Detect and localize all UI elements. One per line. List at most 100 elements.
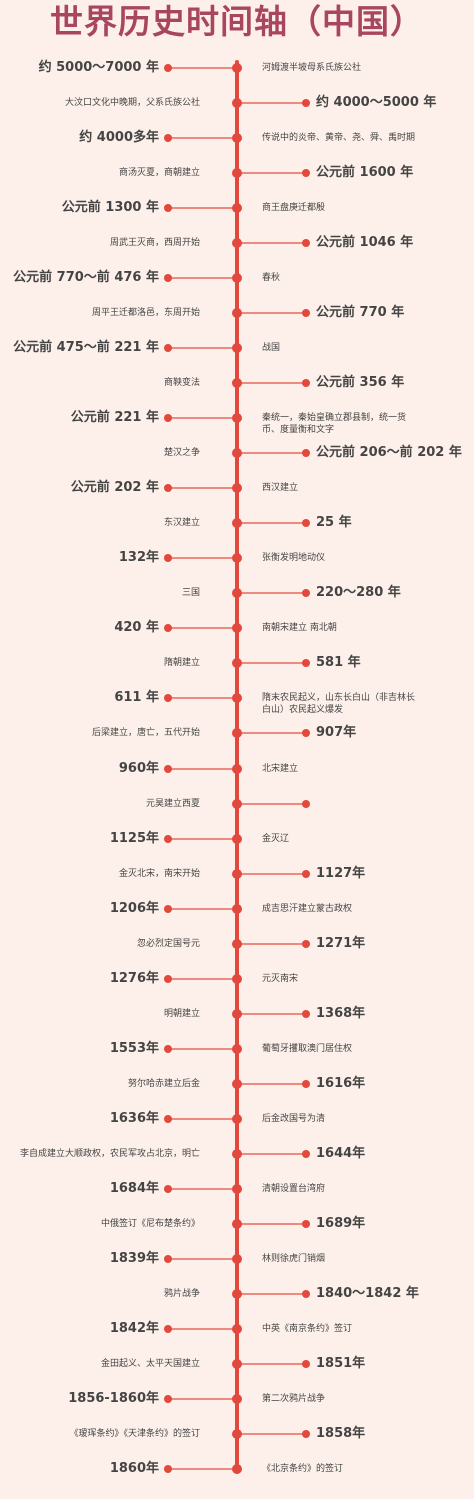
connector-line [168, 1258, 235, 1260]
entry-event: 成吉思汗建立蒙古政权 [262, 904, 353, 914]
date-marker-dot [164, 624, 172, 632]
entry-event: 忽必烈定国号元 [136, 939, 200, 949]
entry-date: 1860年 [109, 1461, 159, 1476]
entry-event: 中英《南京条约》签订 [262, 1324, 353, 1334]
connector-line [168, 1188, 235, 1190]
connector-line [168, 697, 235, 699]
date-marker-dot [164, 414, 172, 422]
entry-date: 1684年 [109, 1181, 159, 1196]
date-marker-dot [302, 99, 310, 107]
entry-date: 420 年 [114, 620, 159, 635]
entry-date: 1856-1860年 [68, 1391, 159, 1406]
date-marker-dot [164, 765, 172, 773]
connector-line [239, 1363, 306, 1365]
entry-event: 战国 [262, 343, 281, 353]
entry-event: 楚汉之争 [163, 448, 200, 458]
entry-date: 1840～1842 年 [316, 1286, 419, 1301]
date-marker-dot [302, 870, 310, 878]
axis-dot [232, 904, 242, 914]
connector-line [239, 732, 306, 734]
date-marker-dot [302, 1010, 310, 1018]
entry-event: 后梁建立，唐亡，五代开始 [91, 728, 200, 738]
entry-date: 132年 [118, 550, 159, 565]
axis-dot [232, 483, 242, 493]
entry-date: 约 4000～5000 年 [316, 95, 437, 110]
connector-line [239, 1293, 306, 1295]
connector-line [168, 1118, 235, 1120]
connector-line [239, 592, 306, 594]
date-marker-dot [164, 134, 172, 142]
connector-line [239, 873, 306, 875]
connector-line [239, 1153, 306, 1155]
connector-line [239, 943, 306, 945]
connector-line [239, 1223, 306, 1225]
entry-event: 金灭北宋，南宋开始 [118, 869, 200, 879]
axis-dot [232, 974, 242, 984]
connector-line [239, 803, 306, 805]
date-marker-dot [164, 344, 172, 352]
axis-dot [232, 764, 242, 774]
entry-date: 公元前 1600 年 [316, 165, 414, 180]
entry-event: 明朝建立 [163, 1009, 200, 1019]
connector-line [239, 522, 306, 524]
date-marker-dot [164, 274, 172, 282]
entry-event: 清朝设置台湾府 [262, 1184, 326, 1194]
entry-event: 隋末农民起义，山东长白山（非吉林长白山）农民起义爆发 [262, 693, 416, 715]
axis-dot [232, 1464, 242, 1474]
axis-dot [232, 588, 242, 598]
entry-event: 北宋建立 [262, 764, 299, 774]
entry-date: 公元前 356 年 [316, 375, 405, 390]
date-marker-dot [164, 1465, 172, 1473]
axis-dot [232, 63, 242, 73]
date-marker-dot [164, 204, 172, 212]
axis-dot [232, 168, 242, 178]
date-marker-dot [164, 694, 172, 702]
date-marker-dot [302, 1080, 310, 1088]
entry-date: 581 年 [316, 655, 361, 670]
date-marker-dot [164, 1115, 172, 1123]
axis-dot [232, 378, 242, 388]
entry-date: 约 4000多年 [79, 130, 159, 145]
date-marker-dot [164, 554, 172, 562]
date-marker-dot [302, 940, 310, 948]
date-marker-dot [302, 659, 310, 667]
entry-date: 1271年 [316, 936, 366, 951]
entry-event: 《瑷珲条约》《天津条约》的签订 [69, 1429, 200, 1439]
entry-date: 公元前 1046 年 [316, 235, 414, 250]
entry-date: 1206年 [109, 901, 159, 916]
entry-event: 张衡发明地动仪 [262, 553, 326, 563]
axis-dot [232, 448, 242, 458]
entry-event: 商王盘庚迁都殷 [262, 203, 326, 213]
date-marker-dot [302, 169, 310, 177]
entry-date: 1839年 [109, 1251, 159, 1266]
axis-dot [232, 693, 242, 703]
entry-date: 1842年 [109, 1321, 159, 1336]
entry-event: 东汉建立 [163, 518, 200, 528]
entry-event: 周平王迁都洛邑，东周开始 [91, 308, 200, 318]
axis-dot [232, 834, 242, 844]
connector-line [239, 1433, 306, 1435]
connector-line [239, 172, 306, 174]
entry-date: 公元前 770～前 476 年 [13, 270, 159, 285]
entry-date: 1125年 [109, 831, 159, 846]
connector-line [239, 1083, 306, 1085]
connector-line [168, 627, 235, 629]
date-marker-dot [302, 1220, 310, 1228]
connector-line [168, 557, 235, 559]
date-marker-dot [302, 589, 310, 597]
entry-date: 960年 [118, 761, 159, 776]
connector-line [168, 768, 235, 770]
date-marker-dot [302, 1150, 310, 1158]
entry-event: 中俄签订《尼布楚条约》 [100, 1219, 200, 1229]
entry-date: 611 年 [114, 690, 159, 705]
axis-dot [232, 133, 242, 143]
axis-dot [232, 273, 242, 283]
axis-dot [232, 1009, 242, 1019]
axis-dot [232, 308, 242, 318]
axis-dot [232, 238, 242, 248]
axis-dot [232, 869, 242, 879]
entry-event: 三国 [181, 588, 200, 598]
entry-event: 李自成建立大顺政权，农民军攻占北京，明亡 [19, 1149, 200, 1159]
entry-event: 商汤灭夏，商朝建立 [118, 168, 200, 178]
axis-dot [232, 343, 242, 353]
